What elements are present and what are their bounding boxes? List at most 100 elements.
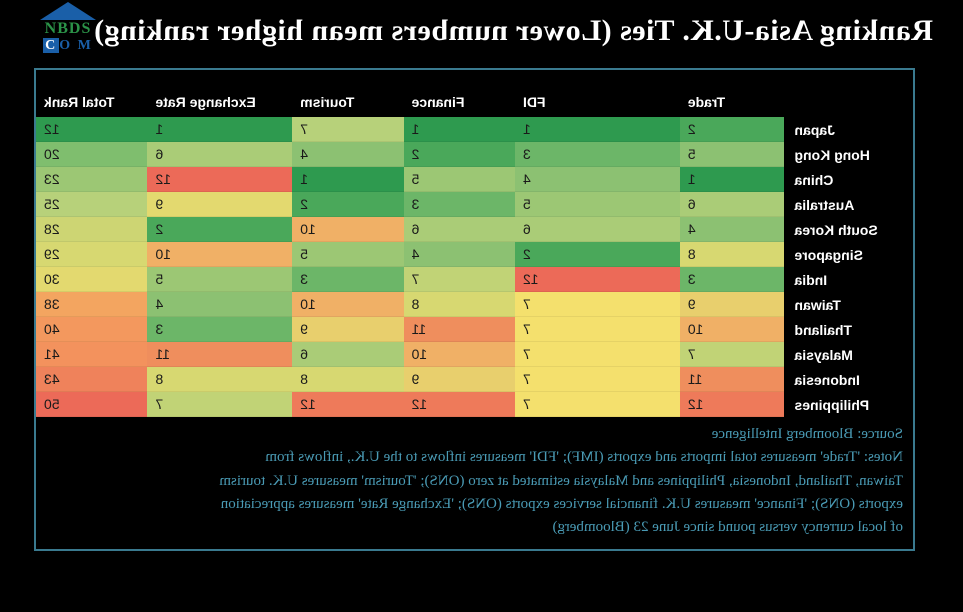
site-logo: NBDS CO M (40, 2, 96, 54)
heatmap-cell: 5 (292, 242, 403, 267)
col-header: Finance (404, 92, 515, 117)
heatmap-cell: 3 (404, 192, 515, 217)
heatmap-cell: 25 (36, 192, 147, 217)
table-row: Singapore82451029 (36, 242, 907, 267)
table-row: Thailand107119340 (36, 317, 907, 342)
heatmap-cell: 5 (404, 167, 515, 192)
heatmap-cell: 7 (680, 342, 785, 367)
notes-line: exports (ONS); 'Finance' measures U.K. f… (46, 493, 903, 516)
heatmap-cell: 2 (147, 217, 292, 242)
heatmap-cell: 11 (404, 317, 515, 342)
heatmap-cell: 4 (680, 217, 785, 242)
table-row: Australia6532925 (36, 192, 907, 217)
heatmap-cell: 9 (680, 292, 785, 317)
heatmap-cell: 5 (515, 192, 680, 217)
heatmap-cell: 12 (404, 392, 515, 417)
heatmap-cell: 11 (147, 342, 292, 367)
row-label: Australia (784, 192, 907, 217)
heatmap-cell: 2 (292, 192, 403, 217)
heatmap-cell: 7 (515, 367, 680, 392)
heatmap-cell: 10 (680, 317, 785, 342)
heatmap-cell: 2 (515, 242, 680, 267)
heatmap-cell: 12 (515, 267, 680, 292)
notes-line: Taiwan, Thailand, Indonesia, Philippines… (46, 470, 903, 493)
heatmap-cell: 7 (147, 392, 292, 417)
heatmap-cell: 3 (147, 317, 292, 342)
heatmap-cell: 9 (147, 192, 292, 217)
table-row: Philippines1271212750 (36, 392, 907, 417)
row-label: Japan (784, 117, 907, 142)
row-label: Singapore (784, 242, 907, 267)
heatmap-cell: 4 (292, 142, 403, 167)
heatmap-cell: 10 (147, 242, 292, 267)
heatmap-cell: 1 (147, 117, 292, 142)
table-row: Japan2117112 (36, 117, 907, 142)
heatmap-cell: 8 (292, 367, 403, 392)
table-row: India31273530 (36, 267, 907, 292)
heatmap-cell: 28 (36, 217, 147, 242)
heatmap-cell: 12 (36, 117, 147, 142)
row-label: Malaysia (784, 342, 907, 367)
heatmap-cell: 7 (404, 267, 515, 292)
heatmap-cell: 43 (36, 367, 147, 392)
col-header: FDI (515, 92, 680, 117)
table-row: Hong Kong5324620 (36, 142, 907, 167)
heatmap-cell: 5 (147, 267, 292, 292)
heatmap-cell: 12 (680, 392, 785, 417)
notes-line: of local currency versus pound since Jun… (46, 516, 903, 539)
table-row: South Korea46610228 (36, 217, 907, 242)
heatmap-cell: 6 (404, 217, 515, 242)
heatmap-cell: 1 (404, 117, 515, 142)
table-row: China14511223 (36, 167, 907, 192)
logo-text-2: CO M (40, 38, 96, 54)
heatmap-cell: 8 (680, 242, 785, 267)
table-row: Malaysia771061141 (36, 342, 907, 367)
heatmap-cell: 12 (147, 167, 292, 192)
page-title: Ranking Asia-U.K. Ties (Lower numbers me… (0, 0, 963, 48)
heatmap-cell: 4 (515, 167, 680, 192)
heatmap-cell: 23 (36, 167, 147, 192)
heatmap-cell: 7 (515, 292, 680, 317)
ranking-heatmap: TradeFDIFinanceTourismExchange RateTotal… (36, 92, 907, 417)
row-label: South Korea (784, 217, 907, 242)
heatmap-cell: 3 (680, 267, 785, 292)
heatmap-cell: 5 (680, 142, 785, 167)
heatmap-cell: 3 (515, 142, 680, 167)
heatmap-cell: 2 (404, 142, 515, 167)
heatmap-cell: 9 (404, 367, 515, 392)
heatmap-cell: 6 (515, 217, 680, 242)
heatmap-cell: 29 (36, 242, 147, 267)
heatmap-cell: 30 (36, 267, 147, 292)
heatmap-cell: 41 (36, 342, 147, 367)
heatmap-cell: 11 (680, 367, 785, 392)
col-header: Tourism (292, 92, 403, 117)
heatmap-cell: 6 (680, 192, 785, 217)
heatmap-cell: 10 (292, 217, 403, 242)
chart-notes: Source: Bloomberg Intelligence Notes: 'T… (36, 417, 907, 539)
col-header: Total Rank (36, 92, 147, 117)
row-label: China (784, 167, 907, 192)
row-label: India (784, 267, 907, 292)
row-label: Thailand (784, 317, 907, 342)
heatmap-cell: 38 (36, 292, 147, 317)
heatmap-cell: 4 (147, 292, 292, 317)
col-header: Trade (680, 92, 785, 117)
heatmap-cell: 7 (515, 392, 680, 417)
row-label: Taiwan (784, 292, 907, 317)
heatmap-cell: 1 (680, 167, 785, 192)
logo-text-1: NBDS (40, 20, 96, 38)
row-label: Hong Kong (784, 142, 907, 167)
notes-line: Notes: 'Trade' measures total imports an… (46, 446, 903, 469)
heatmap-cell: 7 (515, 317, 680, 342)
heatmap-cell: 4 (404, 242, 515, 267)
col-header: Exchange Rate (147, 92, 292, 117)
heatmap-cell: 8 (404, 292, 515, 317)
heatmap-cell: 40 (36, 317, 147, 342)
heatmap-cell: 1 (292, 167, 403, 192)
heatmap-cell: 10 (292, 292, 403, 317)
row-label: Philippines (784, 392, 907, 417)
heatmap-cell: 12 (292, 392, 403, 417)
heatmap-cell: 6 (292, 342, 403, 367)
notes-source: Source: Bloomberg Intelligence (46, 423, 903, 446)
table-row: Indonesia11798843 (36, 367, 907, 392)
